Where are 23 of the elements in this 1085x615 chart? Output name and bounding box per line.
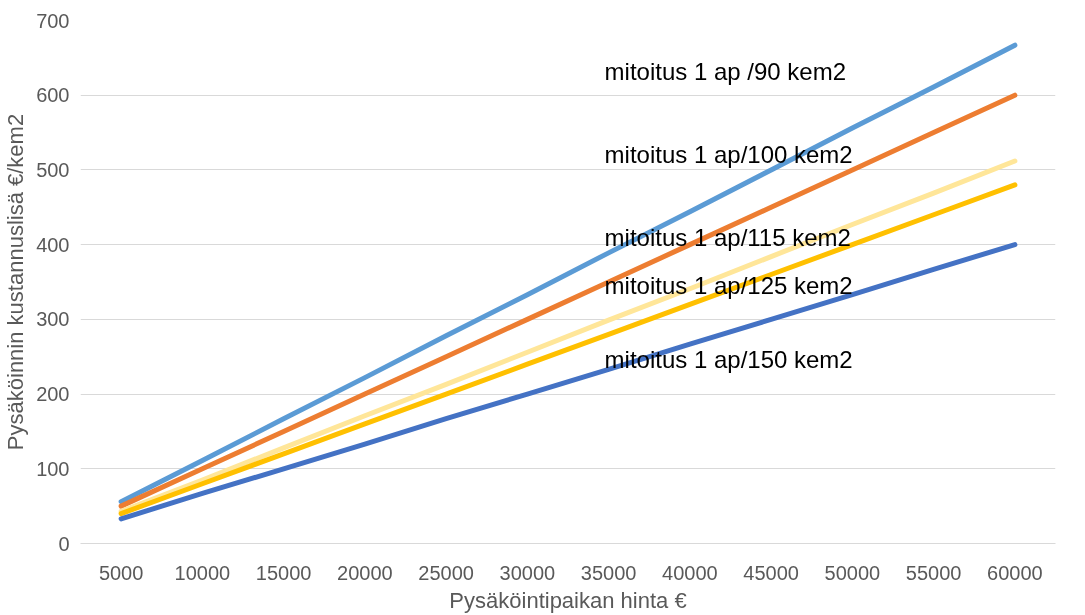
series-label: mitoitus 1 ap /90 kem2 xyxy=(604,58,847,85)
x-tick-label: 10000 xyxy=(174,561,231,584)
y-tick-label: 500 xyxy=(36,158,70,181)
x-tick-label: 15000 xyxy=(255,561,312,584)
x-tick-label: 35000 xyxy=(580,561,637,584)
y-tick-label: 600 xyxy=(36,84,70,107)
x-tick-label: 5000 xyxy=(98,561,144,584)
y-tick-label: 100 xyxy=(36,457,70,480)
y-tick-label: 200 xyxy=(36,383,70,406)
x-axis-title: Pysäköintipaikan hinta € xyxy=(449,587,687,613)
x-tick-label: 25000 xyxy=(418,561,474,584)
y-tick-label: 0 xyxy=(58,532,70,555)
y-axis-title: Pysäköinnin kustannuslisä €/kem2 xyxy=(3,113,29,451)
x-tick-label: 45000 xyxy=(743,561,799,584)
x-tick-label: 55000 xyxy=(905,561,962,584)
y-tick-label: 700 xyxy=(36,9,70,32)
x-tick-label: 60000 xyxy=(987,561,1043,584)
y-tick-label: 300 xyxy=(36,308,70,331)
y-tick-label: 400 xyxy=(36,233,70,256)
x-tick-label: 20000 xyxy=(337,561,393,584)
x-tick-label: 50000 xyxy=(824,561,881,584)
x-tick-label: 40000 xyxy=(662,561,718,584)
x-tick-label: 30000 xyxy=(499,561,556,584)
